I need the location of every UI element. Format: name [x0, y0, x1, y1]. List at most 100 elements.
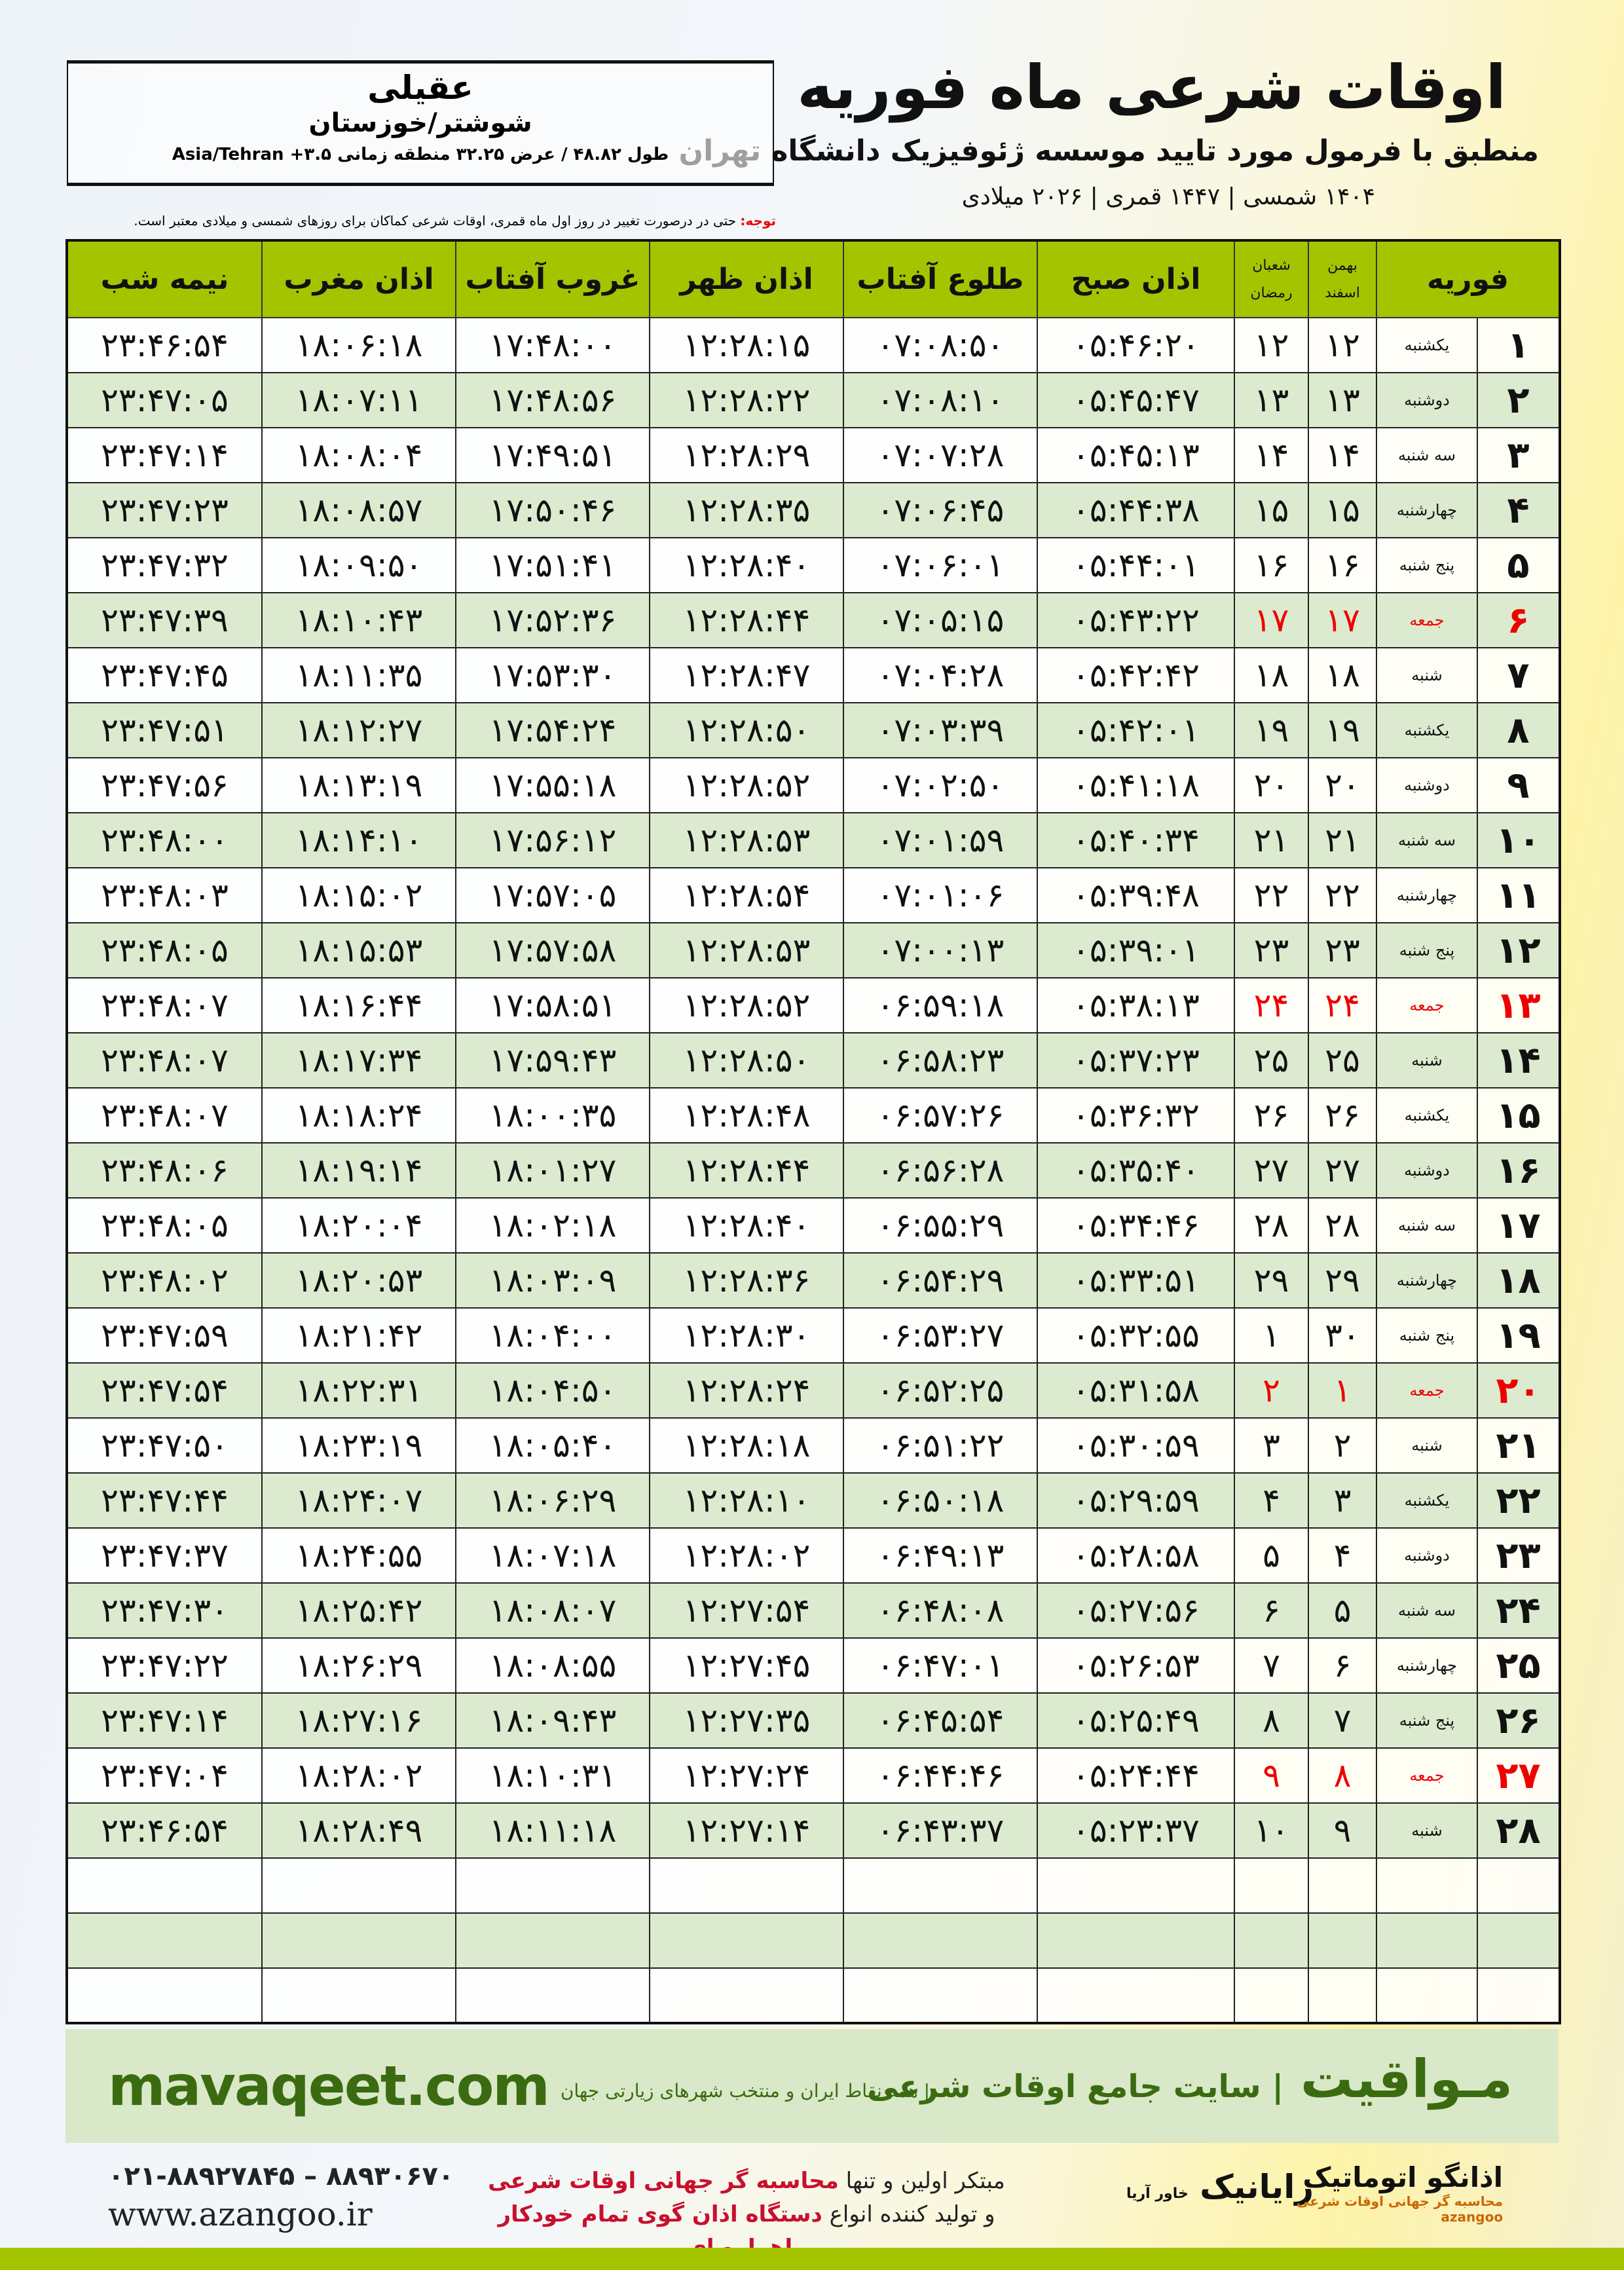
shaban-date: ۲۹: [1234, 1252, 1309, 1309]
weekday: شنبه: [1376, 647, 1478, 703]
zohr-time: ۱۲:۲۸:۵۳: [649, 922, 844, 978]
bahman-date: ۶: [1308, 1637, 1377, 1694]
weekday: [1376, 1912, 1478, 1969]
table-row: ۲۸ شنبه ۹ ۱۰ ۰۵:۲۳:۳۷ ۰۶:۴۳:۳۷ ۱۲:۲۷:۱۴ ۱۸:۱۱:۱…: [66, 1802, 1560, 1859]
maghreb-time: ۱۸:۲۸:۴۹: [261, 1802, 456, 1859]
sobh-time: ۰۵:۳۹:۰۱: [1037, 922, 1235, 978]
note-label: توجه:: [740, 213, 776, 229]
bahman-date: ۷: [1308, 1692, 1377, 1749]
bahman-date: ۲: [1308, 1417, 1377, 1474]
weekday: دوشنبه: [1376, 1142, 1478, 1199]
tolu-time: ۰۷:۰۸:۱۰: [843, 372, 1038, 428]
maghreb-time: ۱۸:۲۰:۰۴: [261, 1197, 456, 1254]
nime-time: ۲۳:۴۷:۲۳: [66, 482, 263, 538]
zohr-time: ۱۲:۲۷:۲۴: [649, 1747, 844, 1804]
zohr-time: ۱۲:۲۸:۵۴: [649, 867, 844, 923]
sobh-time: ۰۵:۲۶:۵۳: [1037, 1637, 1235, 1694]
bahman-date: ۳۰: [1308, 1307, 1377, 1364]
table-row: ۱۶ دوشنبه ۲۷ ۲۷ ۰۵:۳۵:۴۰ ۰۶:۵۶:۲۸ ۱۲:۲۸:۴۴ ۱۸:۰…: [66, 1142, 1560, 1199]
nime-time: ۲۳:۴۸:۰۷: [66, 977, 263, 1033]
tolu-time: ۰۷:۰۶:۴۵: [843, 482, 1038, 538]
table-row: ۴ چهارشنبه ۱۵ ۱۵ ۰۵:۴۴:۳۸ ۰۷:۰۶:۴۵ ۱۲:۲۸:۳۵ ۱۷:…: [66, 482, 1560, 538]
table-row: ۲۵ چهارشنبه ۶ ۷ ۰۵:۲۶:۵۳ ۰۶:۴۷:۰۱ ۱۲:۲۷:۴۵ ۱۸:۰…: [66, 1637, 1560, 1694]
day-number: ۲۱: [1477, 1417, 1560, 1474]
ghorub-time: ۱۸:۰۰:۳۵: [455, 1087, 650, 1144]
zohr-time: ۱۲:۲۸:۳۰: [649, 1307, 844, 1364]
zohr-time: ۱۲:۲۸:۳۶: [649, 1252, 844, 1309]
tolu-time: [843, 1857, 1038, 1914]
shaban-date: ۱۳: [1234, 372, 1309, 428]
shaban-date: ۲۱: [1234, 812, 1309, 868]
zohr-time: ۱۲:۲۷:۵۴: [649, 1582, 844, 1639]
table-row: ۸ یکشنبه ۱۹ ۱۹ ۰۵:۴۲:۰۱ ۰۷:۰۳:۳۹ ۱۲:۲۸:۵۰ ۱۷:۵۴…: [66, 702, 1560, 758]
year-line: ۱۴۰۴ شمسی | ۱۴۴۷ قمری | ۲۰۲۶ میلادی: [961, 183, 1375, 210]
shaban-date: ۱۰: [1234, 1802, 1309, 1859]
table-header: فوریه بهمن اسفند شعبان رمضان اذان صبح طلوع…: [66, 240, 1560, 318]
bahman-date: [1308, 1967, 1377, 2024]
weekday: پنج شنبه: [1376, 537, 1478, 593]
tolu-time: ۰۷:۰۸:۵۰: [843, 317, 1038, 373]
site-link[interactable]: mavaqeet.com: [108, 2054, 550, 2118]
shaban-date: ۲۰: [1234, 757, 1309, 813]
maghreb-time: ۱۸:۱۶:۴۴: [261, 977, 456, 1033]
zohr-time: ۱۲:۲۸:۳۵: [649, 482, 844, 538]
zohr-time: ۱۲:۲۸:۱۵: [649, 317, 844, 373]
bahman-date: [1308, 1857, 1377, 1914]
tolu-time: [843, 1912, 1038, 1969]
bahman-date: ۲۵: [1308, 1032, 1377, 1088]
bahman-date: ۴: [1308, 1527, 1377, 1584]
zohr-time: ۱۲:۲۸:۰۲: [649, 1527, 844, 1584]
table-row: ۱۹ پنج شنبه ۳۰ ۱ ۰۵:۳۲:۵۵ ۰۶:۵۳:۲۷ ۱۲:۲۸:۳۰ ۱۸:…: [66, 1307, 1560, 1364]
table-row: ۲۴ سه شنبه ۵ ۶ ۰۵:۲۷:۵۶ ۰۶:۴۸:۰۸ ۱۲:۲۷:۵۴ ۱۸:۰۸…: [66, 1582, 1560, 1639]
maghreb-time: ۱۸:۲۵:۴۲: [261, 1582, 456, 1639]
weekday: پنج شنبه: [1376, 1307, 1478, 1364]
tolu-time: ۰۷:۰۴:۲۸: [843, 647, 1038, 703]
weekday: دوشنبه: [1376, 372, 1478, 428]
weekday: چهارشنبه: [1376, 482, 1478, 538]
nime-time: ۲۳:۴۷:۰۴: [66, 1747, 263, 1804]
weekday: پنج شنبه: [1376, 922, 1478, 978]
zohr-time: ۱۲:۲۸:۲۴: [649, 1362, 844, 1419]
shaban-date: ۲۴: [1234, 977, 1309, 1033]
zohr-time: ۱۲:۲۸:۲۹: [649, 427, 844, 483]
weekday: دوشنبه: [1376, 1527, 1478, 1584]
day-number: ۱۲: [1477, 922, 1560, 978]
ghorub-time: ۱۷:۵۳:۳۰: [455, 647, 650, 703]
day-number: [1477, 1857, 1560, 1914]
header-nime: نیمه شب: [66, 240, 263, 318]
bahman-date: ۲۲: [1308, 867, 1377, 923]
nime-time: ۲۳:۴۷:۳۷: [66, 1527, 263, 1584]
zohr-time: ۱۲:۲۸:۱۸: [649, 1417, 844, 1474]
sobh-time: ۰۵:۳۵:۴۰: [1037, 1142, 1235, 1199]
bahman-date: ۲۳: [1308, 922, 1377, 978]
nime-time: ۲۳:۴۶:۵۴: [66, 1802, 263, 1859]
sobh-time: ۰۵:۲۷:۵۶: [1037, 1582, 1235, 1639]
table-row: ۶ جمعه ۱۷ ۱۷ ۰۵:۴۳:۲۲ ۰۷:۰۵:۱۵ ۱۲:۲۸:۴۴ ۱۷:۵۲:۳…: [66, 592, 1560, 648]
day-number: ۲: [1477, 372, 1560, 428]
weekday: چهارشنبه: [1376, 1252, 1478, 1309]
tolu-time: ۰۷:۰۷:۲۸: [843, 427, 1038, 483]
ghorub-time: [455, 1967, 650, 2024]
bahman-date: ۲۴: [1308, 977, 1377, 1033]
sobh-time: [1037, 1912, 1235, 1969]
weekday: [1376, 1857, 1478, 1914]
zohr-time: ۱۲:۲۷:۳۵: [649, 1692, 844, 1749]
maghreb-time: ۱۸:۱۸:۲۴: [261, 1087, 456, 1144]
day-number: ۵: [1477, 537, 1560, 593]
tolu-time: ۰۷:۰۶:۰۱: [843, 537, 1038, 593]
weekday: سه شنبه: [1376, 427, 1478, 483]
azangoo-link[interactable]: www.azangoo.ir: [108, 2195, 373, 2233]
table-row: ۱۵ یکشنبه ۲۶ ۲۶ ۰۵:۳۶:۳۲ ۰۶:۵۷:۲۶ ۱۲:۲۸:۴۸ ۱۸:۰…: [66, 1087, 1560, 1144]
tolu-time: ۰۷:۰۵:۱۵: [843, 592, 1038, 648]
weekday: یکشنبه: [1376, 702, 1478, 758]
zohr-time: ۱۲:۲۸:۵۲: [649, 977, 844, 1033]
weekday: جمعه: [1376, 1747, 1478, 1804]
tolu-time: ۰۶:۵۷:۲۶: [843, 1087, 1038, 1144]
ghorub-time: ۱۷:۵۱:۴۱: [455, 537, 650, 593]
day-number: ۱۰: [1477, 812, 1560, 868]
maghreb-time: ۱۸:۱۳:۱۹: [261, 757, 456, 813]
zohr-time: ۱۲:۲۸:۴۸: [649, 1087, 844, 1144]
table-row: [66, 1967, 1560, 2024]
day-number: ۱۳: [1477, 977, 1560, 1033]
note: توجه: حتی در درصورت تغییر در روز اول ماه…: [65, 213, 776, 229]
